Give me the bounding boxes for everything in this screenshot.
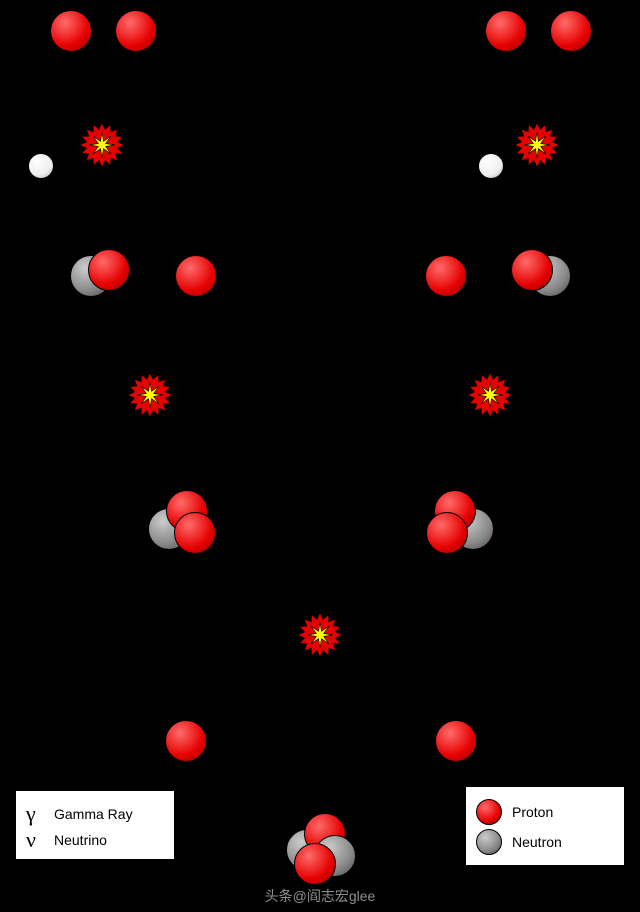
fusion-burst [466,371,514,419]
fusion-burst [126,371,174,419]
arrow [503,156,511,160]
arrow [53,154,75,161]
arrow [342,652,438,726]
proton [88,249,130,291]
legend-symbol: ν [26,829,54,851]
proton [174,512,216,554]
arrow [160,296,187,369]
legend-row: Proton [476,799,614,825]
legend-row: Neutron [476,829,614,855]
arrow [157,422,173,489]
arrow [342,540,436,617]
arrow [545,51,564,118]
legend-label: Neutron [512,834,562,850]
arrow [205,540,299,617]
arrow [76,51,95,118]
legend-row: νNeutrino [26,829,164,851]
watermark: 头条@阎志宏glee [0,886,640,906]
proton [175,255,217,297]
proton [435,720,477,762]
arrow [110,51,129,118]
legend-particles: Proton Neutron [465,786,625,866]
fusion-burst [513,121,561,169]
arrow [500,305,525,369]
proton [115,10,157,52]
arrow [453,296,480,369]
arrow [511,51,530,118]
positron [28,153,54,179]
legend-label: Proton [512,804,553,820]
proton [550,10,592,52]
arrow [467,422,483,489]
diagram-canvas: γGamma RayνNeutrino ProtonNeutron 头条@阎志宏… [0,0,640,912]
proton [294,843,336,885]
legend-label: Gamma Ray [54,806,133,822]
arrow [202,652,298,726]
proton [50,10,92,52]
legend-symbol: γ [26,803,54,825]
proton [165,720,207,762]
fusion-burst [296,611,344,659]
legend-dot-icon [476,799,502,825]
fusion-burst [78,121,126,169]
proton [426,512,468,554]
legend-label: Neutrino [54,832,107,848]
proton [485,10,527,52]
positron [478,153,504,179]
legend-symbols: γGamma RayνNeutrino [15,790,175,860]
legend-dot-icon [476,829,502,855]
legend-row: γGamma Ray [26,803,164,825]
proton [425,255,467,297]
proton [511,249,553,291]
arrow [114,305,140,369]
